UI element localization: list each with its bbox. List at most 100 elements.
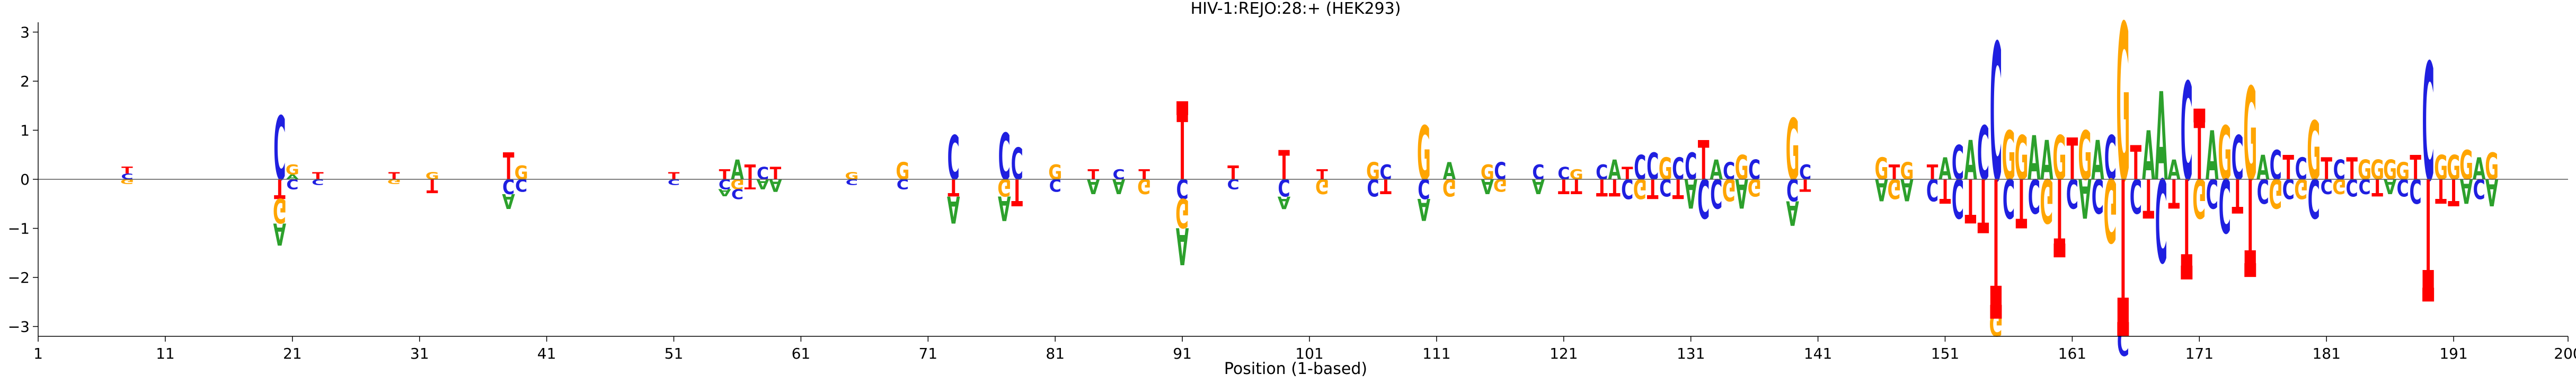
logo-letter-glyph: T [503,145,515,188]
logo-letter-glyph: T [948,173,959,201]
logo-letter-G: G [1900,158,1914,186]
logo-letter-glyph: C [1379,161,1392,184]
logo-letter-C: C [1710,170,1722,217]
significance-marker [2193,108,2206,123]
logo-letter-glyph: C [1990,5,2002,224]
logo-letter-glyph: G [1048,161,1062,184]
logo-letter-C: C [731,186,743,202]
logo-letter-T: T [2435,171,2447,210]
logo-letter-glyph: G [1481,161,1494,184]
x-tick-label: 31 [410,345,429,362]
y-tick-label: −1 [8,220,30,238]
logo-letter-glyph: C [1977,110,1989,197]
logo-letter-C: C [1748,154,1760,186]
logo-letter-glyph: G [2103,159,2117,260]
logo-letter-G: G [2014,123,2028,194]
logo-letter-glyph: T [2067,126,2078,193]
logo-letter-T: T [2282,149,2294,187]
logo-letter-A: A [1964,129,1977,193]
x-axis-ticks: 1 11 21 31 41 51 61 71 81 91 101 111 121 131 141 151 161… [33,336,2576,362]
logo-letter-C: C [897,176,909,192]
logo-letter-glyph: G [273,191,287,230]
logo-letter-glyph: C [1621,173,1633,204]
logo-letter-C: C [502,174,515,197]
logo-letter-glyph: A [2028,123,2041,194]
logo-letter-G: G [2269,170,2282,217]
logo-letter-G: G [896,158,909,186]
logo-letter-glyph: C [668,177,680,187]
logo-letter-glyph: G [1366,158,1380,186]
logo-letter-A: A [2206,117,2219,195]
logo-letter-glyph: T [1609,173,1621,201]
logo-letter-G: G [1048,161,1062,184]
logo-letter-C: C [1926,172,1938,207]
logo-letter-glyph: C [998,120,1011,195]
logo-letter-glyph: G [2434,149,2448,187]
logo-letter-C: C [2282,173,2295,204]
logo-letter-glyph: C [286,176,298,192]
logo-letter-glyph: T [1011,170,1023,213]
logo-letter-A: A [1443,158,1456,186]
logo-letter-C: C [1049,175,1061,194]
logo-letter-glyph: C [2181,54,2193,211]
logo-letter-glyph: C [1227,176,1239,192]
logo-letter-T: T [1800,175,1811,194]
logo-letter-G: G [2218,110,2232,197]
logo-letter-A: A [718,186,731,198]
logo-letter-G: G [1493,175,1507,194]
logo-letter-C: C [1113,167,1125,182]
logo-letter-C: C [2295,151,2307,187]
x-tick-label: 141 [1804,345,1832,362]
logo-letter-T: T [1571,174,1582,197]
logo-letter-C: C [1659,173,1671,201]
logo-letter-A: A [2256,149,2270,187]
logo-letter-C: C [1621,173,1633,204]
logo-letter-glyph: T [1380,174,1392,197]
logo-letter-T: T [1698,129,1710,193]
logo-letter-G: G [387,178,401,186]
logo-letter-C: C [2473,173,2485,204]
logo-letter-T: T [719,167,731,182]
logo-letter-glyph: C [2028,168,2040,223]
logo-letter-A: A [756,176,769,192]
logo-letter-glyph: G [2358,154,2371,186]
logo-letter-G: G [1137,174,1151,197]
logo-letter-A: A [2473,151,2486,187]
x-tick-label: 41 [537,345,556,362]
logo-letter-A: A [1786,193,1799,232]
logo-letter-A: A [998,188,1011,227]
logo-letter-G: G [2078,117,2092,195]
logo-letter-glyph: T [1278,142,1290,189]
x-tick-label: 101 [1295,345,1323,362]
logo-letter-glyph: T [1647,173,1659,204]
logo-letter-glyph: C [1786,172,1799,207]
logo-letter-G: G [2383,154,2397,186]
logo-letter-T: T [1622,164,1633,184]
logo-letter-C: C [2219,162,2231,248]
logo-letter-A: A [1710,154,1723,186]
logo-letter-glyph: C [1659,173,1671,201]
logo-letter-glyph: T [1698,129,1710,193]
logo-letter-glyph: A [2078,167,2091,230]
logo-letter-T: T [1647,173,1659,204]
logo-letter-glyph: G [2332,174,2346,197]
logo-letter-C: C [1697,167,1710,230]
x-tick-label: 131 [1677,345,1705,362]
logo-letter-glyph: T [1087,167,1099,182]
logo-letter-C: C [1596,161,1608,184]
y-tick-label: −2 [8,269,30,286]
logo-letter-C: C [515,175,527,194]
logo-letter-G: G [2002,117,2015,195]
logo-letter-glyph: A [769,175,782,194]
logo-letter-glyph: C [2295,151,2307,187]
logo-letter-glyph: C [948,123,960,194]
logo-letter-glyph: C [2410,171,2422,210]
logo-letter-glyph: G [120,178,134,186]
logo-letter-A: A [769,175,782,194]
logo-letter-G: G [1888,173,1901,204]
logo-letter-glyph: C [1596,161,1608,184]
logo-letter-A: A [1087,174,1100,197]
logo-letter-glyph: C [2092,168,2104,223]
logo-letter-glyph: G [1493,175,1507,194]
logo-letter-glyph: T [427,175,438,197]
